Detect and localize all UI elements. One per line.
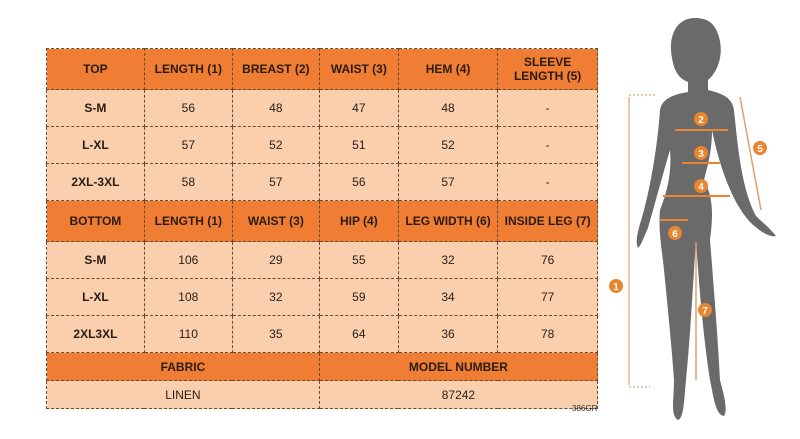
header-cell: LEG WIDTH (6)	[397, 200, 499, 242]
product-code: 386GR	[572, 404, 598, 413]
marker-2: 2	[694, 112, 708, 126]
value-cell: 32	[397, 241, 499, 279]
header-cell: TOP	[46, 48, 145, 90]
value-cell: 52	[231, 126, 320, 164]
header-cell: BREAST (2)	[231, 48, 320, 90]
fabric-value-row: LINEN 87242	[46, 380, 599, 409]
value-cell: 57	[231, 163, 320, 201]
value-cell: 47	[318, 89, 399, 127]
header-cell: BOTTOM	[46, 200, 145, 242]
value-cell: 108	[143, 278, 233, 316]
value-cell: 57	[397, 163, 499, 201]
size-cell: L-XL	[46, 126, 145, 164]
model-number-value: 87242	[318, 380, 599, 409]
fabric-value: LINEN	[46, 380, 320, 409]
value-cell: 32	[231, 278, 320, 316]
value-cell: 106	[143, 241, 233, 279]
size-cell: 2XL3XL	[46, 315, 145, 353]
value-cell: 64	[318, 315, 399, 353]
svg-text:1: 1	[613, 282, 619, 293]
marker-1: 1	[609, 279, 623, 293]
width-lines	[660, 129, 730, 221]
header-cell: WAIST (3)	[318, 48, 399, 90]
table-row: 2XL3XL 110 35 64 36 78	[46, 315, 598, 353]
marker-4: 4	[694, 179, 708, 193]
header-cell: INSIDE LEG (7)	[497, 200, 598, 242]
size-cell: L-XL	[46, 278, 145, 316]
size-cell: 2XL-3XL	[46, 163, 145, 201]
value-cell: 55	[318, 241, 399, 279]
value-cell: 52	[397, 126, 499, 164]
table-row: S-M 106 29 55 32 76	[46, 241, 598, 279]
table-row: 2XL-3XL 58 57 56 57 -	[46, 163, 598, 201]
value-cell: -	[497, 163, 598, 201]
value-cell: 48	[397, 89, 499, 127]
fabric-label: FABRIC	[46, 352, 320, 381]
size-cell: S-M	[46, 89, 145, 127]
measurement-lines	[628, 94, 762, 388]
value-cell: 77	[497, 278, 598, 316]
header-cell: SLEEVE LENGTH (5)	[497, 48, 598, 90]
marker-3: 3	[694, 146, 708, 160]
value-cell: 59	[318, 278, 399, 316]
size-chart-table: TOP LENGTH (1) BREAST (2) WAIST (3) HEM …	[46, 48, 599, 409]
svg-text:7: 7	[702, 306, 708, 317]
size-cell: S-M	[46, 241, 145, 279]
body-measurement-figure: 1 2 3 4 5 6 7	[609, 18, 776, 420]
silhouette	[636, 18, 776, 420]
value-cell: 34	[397, 278, 499, 316]
marker-7: 7	[698, 303, 712, 317]
value-cell: 56	[318, 163, 399, 201]
table-row: S-M 56 48 47 48 -	[46, 89, 598, 127]
value-cell: 48	[231, 89, 320, 127]
value-cell: 56	[143, 89, 233, 127]
header-cell: HIP (4)	[318, 200, 399, 242]
value-cell: 51	[318, 126, 399, 164]
table-row: L-XL 108 32 59 34 77	[46, 278, 598, 316]
svg-text:3: 3	[698, 149, 704, 160]
svg-text:2: 2	[698, 115, 704, 126]
model-number-label: MODEL NUMBER	[318, 352, 599, 381]
value-cell: 76	[497, 241, 598, 279]
header-cell: WAIST (3)	[231, 200, 320, 242]
marker-5: 5	[753, 141, 767, 155]
measurement-markers: 1 2 3 4 5 6 7	[609, 112, 767, 317]
value-cell: 78	[497, 315, 598, 353]
svg-text:4: 4	[698, 182, 704, 193]
marker-6: 6	[668, 226, 682, 240]
fabric-header-row: FABRIC MODEL NUMBER	[46, 352, 599, 381]
value-cell: 57	[143, 126, 233, 164]
header-cell: LENGTH (1)	[143, 48, 233, 90]
value-cell: 29	[231, 241, 320, 279]
header-cell: HEM (4)	[397, 48, 499, 90]
bottom-header-row: BOTTOM LENGTH (1) WAIST (3) HIP (4) LEG …	[46, 200, 598, 242]
sleeve-line	[739, 96, 762, 211]
value-cell: -	[497, 126, 598, 164]
table-row: L-XL 57 52 51 52 -	[46, 126, 598, 164]
top-header-row: TOP LENGTH (1) BREAST (2) WAIST (3) HEM …	[46, 48, 598, 90]
value-cell: 58	[143, 163, 233, 201]
value-cell: 110	[143, 315, 233, 353]
header-cell: LENGTH (1)	[143, 200, 233, 242]
svg-text:5: 5	[757, 144, 763, 155]
value-cell: 36	[397, 315, 499, 353]
svg-text:6: 6	[672, 229, 678, 240]
value-cell: -	[497, 89, 598, 127]
value-cell: 35	[231, 315, 320, 353]
